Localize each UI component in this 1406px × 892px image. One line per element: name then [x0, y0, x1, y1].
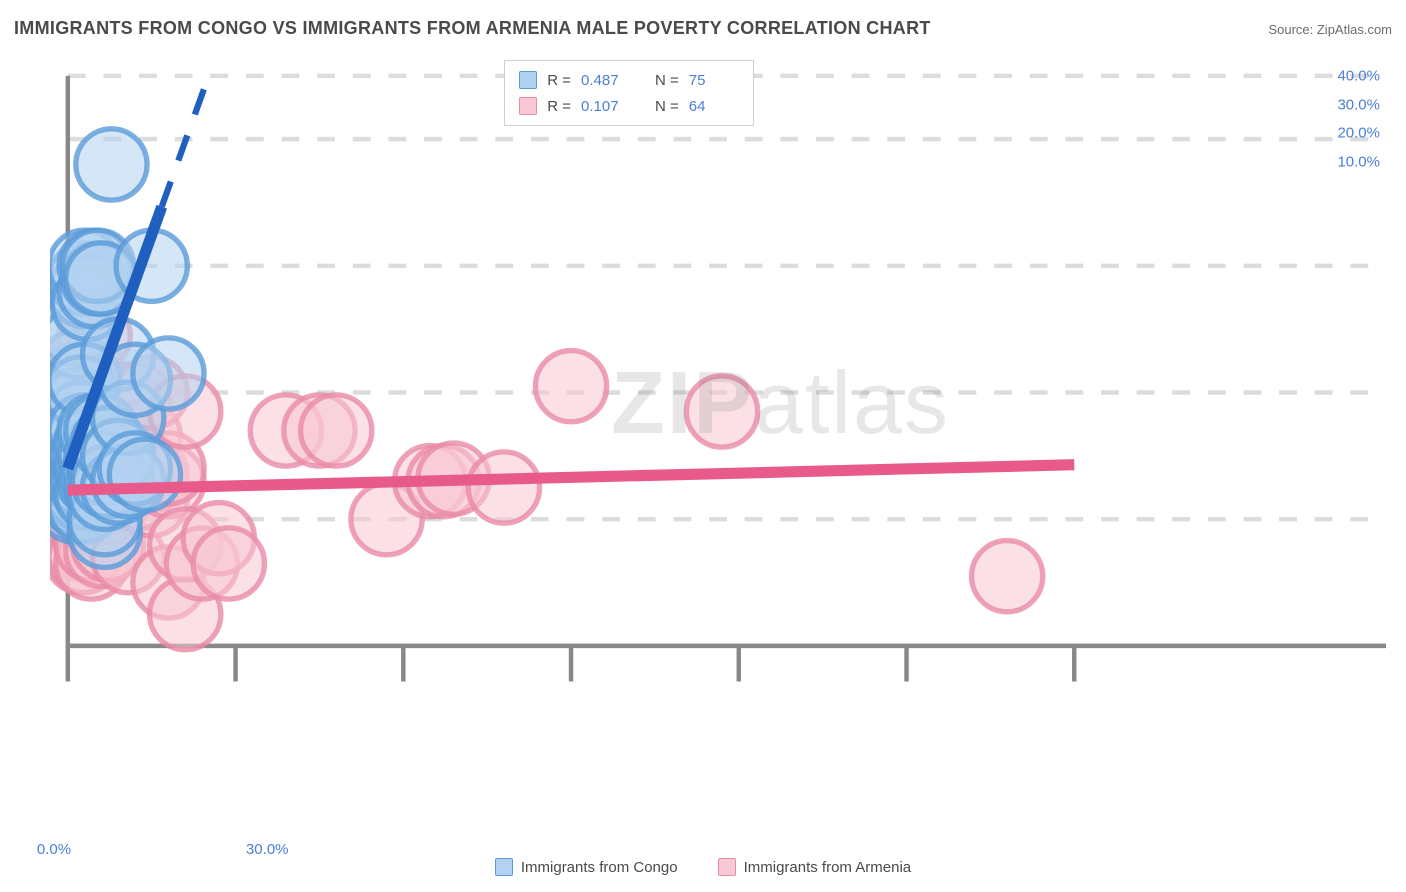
- legend-item: Immigrants from Congo: [495, 858, 678, 876]
- stats-row: R = 0.107 N = 64: [519, 93, 739, 119]
- series-legend: Immigrants from Congo Immigrants from Arm…: [0, 858, 1406, 876]
- data-point: [972, 541, 1043, 612]
- chart-title: IMMIGRANTS FROM CONGO VS IMMIGRANTS FROM…: [14, 18, 931, 39]
- legend-swatch: [495, 858, 513, 876]
- data-point: [468, 452, 539, 523]
- trend-line-armenia: [68, 465, 1074, 490]
- data-point: [133, 338, 204, 409]
- n-label: N =: [655, 98, 679, 115]
- n-value: 75: [689, 72, 739, 89]
- data-point: [193, 528, 264, 599]
- data-point: [686, 376, 757, 447]
- chart-area: ZIPatlas R =0.487N =75R =0.107N =64 10.0…: [50, 58, 1386, 832]
- legend-item: Immigrants from Armenia: [718, 858, 912, 876]
- legend-label: Immigrants from Armenia: [744, 859, 912, 876]
- r-label: R =: [547, 98, 571, 115]
- legend-swatch: [519, 71, 537, 89]
- r-label: R =: [547, 72, 571, 89]
- y-tick-label: 20.0%: [1337, 125, 1380, 142]
- legend-swatch: [718, 858, 736, 876]
- data-point: [109, 439, 180, 510]
- y-tick-label: 30.0%: [1337, 96, 1380, 113]
- correlation-stats-box: R = 0.487 N = 75 R = 0.107 N = 64: [504, 60, 754, 126]
- scatter-plot: [50, 58, 1386, 726]
- trend-line-congo-extrapolated: [162, 76, 209, 207]
- y-tick-label: 40.0%: [1337, 68, 1380, 85]
- data-point: [76, 129, 147, 200]
- x-tick-label: 30.0%: [246, 841, 289, 858]
- y-tick-label: 10.0%: [1337, 153, 1380, 170]
- source-attribution: Source: ZipAtlas.com: [1268, 22, 1392, 37]
- legend-label: Immigrants from Congo: [521, 859, 678, 876]
- stats-row: R = 0.487 N = 75: [519, 67, 739, 93]
- n-label: N =: [655, 72, 679, 89]
- r-value: 0.107: [581, 98, 631, 115]
- r-value: 0.487: [581, 72, 631, 89]
- n-value: 64: [689, 98, 739, 115]
- x-tick-label: 0.0%: [37, 841, 71, 858]
- data-point: [535, 351, 606, 422]
- data-point: [301, 395, 372, 466]
- legend-swatch: [519, 97, 537, 115]
